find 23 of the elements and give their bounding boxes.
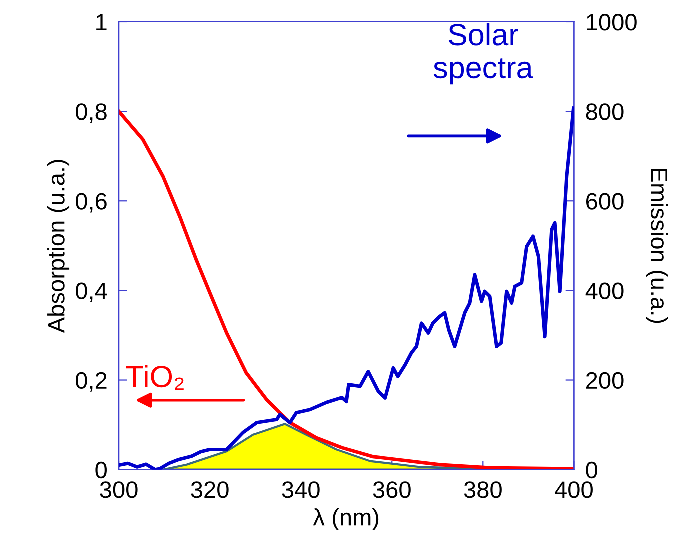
x-tick-label: 360 — [373, 482, 411, 498]
y-tick-label: 0,4 — [76, 282, 108, 302]
y2-tick-label: 200 — [586, 372, 624, 390]
y-tick-label: 0,8 — [76, 104, 107, 124]
y-tick-label: 1 — [96, 14, 107, 31]
x-tick-label: 340 — [282, 482, 320, 498]
y-tick-label: 0,2 — [76, 372, 107, 392]
annotation: Solar spectra — [434, 23, 534, 85]
y2-tick-label: 1000 — [587, 14, 637, 31]
y2-axis-title: Emission (u.a.) — [646, 169, 668, 324]
y-axis-title: Absorption (u.a.) — [48, 160, 70, 334]
x-axis-title: λ (nm) — [313, 508, 379, 531]
annotation: TiO₂ — [126, 365, 184, 390]
y-tick-label: 0 — [96, 462, 107, 479]
y2-tick-label: 800 — [586, 104, 624, 120]
y-tick-label: 0,6 — [76, 193, 107, 213]
x-tick-label: 400 — [555, 482, 593, 498]
y2-tick-label: 400 — [586, 282, 624, 300]
y2-tick-label: 0 — [586, 462, 598, 479]
y2-tick-label: 600 — [586, 193, 624, 210]
x-tick-label: 380 — [464, 482, 502, 498]
x-tick-label: 300 — [100, 482, 138, 498]
x-tick-label: 320 — [191, 482, 229, 498]
